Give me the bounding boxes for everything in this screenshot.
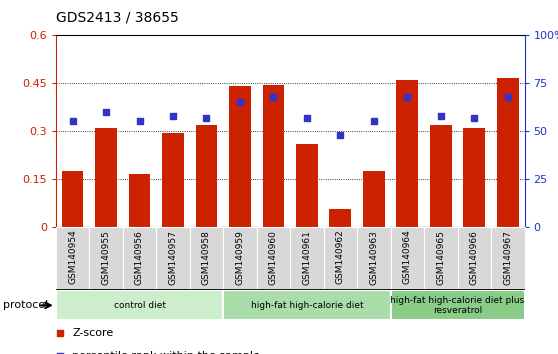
- Point: [68, 119, 77, 124]
- Text: GSM140955: GSM140955: [102, 230, 110, 285]
- Text: GDS2413 / 38655: GDS2413 / 38655: [56, 11, 179, 25]
- Bar: [56, 290, 223, 320]
- Bar: [229, 86, 251, 227]
- Point: [169, 113, 177, 119]
- Text: GSM140956: GSM140956: [135, 230, 144, 285]
- Bar: [329, 209, 352, 227]
- Point: [369, 119, 378, 124]
- Bar: [430, 125, 452, 227]
- Point: [269, 94, 278, 99]
- Point: [503, 94, 512, 99]
- Bar: [424, 227, 458, 290]
- Text: GSM140964: GSM140964: [403, 230, 412, 285]
- Text: GSM140962: GSM140962: [336, 230, 345, 285]
- Bar: [62, 171, 84, 227]
- Bar: [357, 227, 391, 290]
- Text: GSM140967: GSM140967: [503, 230, 512, 285]
- Text: protocol: protocol: [3, 300, 48, 310]
- Bar: [223, 227, 257, 290]
- Bar: [391, 290, 525, 320]
- Bar: [324, 227, 357, 290]
- Bar: [463, 128, 485, 227]
- Bar: [262, 85, 284, 227]
- Bar: [391, 227, 424, 290]
- Text: control diet: control diet: [113, 301, 166, 310]
- Bar: [56, 227, 89, 290]
- Point: [235, 99, 244, 105]
- Point: [102, 109, 110, 115]
- Bar: [257, 227, 290, 290]
- Point: [436, 113, 445, 119]
- Text: GSM140961: GSM140961: [302, 230, 311, 285]
- Text: GSM140963: GSM140963: [369, 230, 378, 285]
- Bar: [95, 128, 117, 227]
- Text: GSM140958: GSM140958: [202, 230, 211, 285]
- Text: GSM140966: GSM140966: [470, 230, 479, 285]
- Bar: [196, 125, 218, 227]
- Point: [135, 119, 144, 124]
- Text: GSM140959: GSM140959: [235, 230, 244, 285]
- Point: [470, 115, 479, 120]
- Bar: [363, 171, 385, 227]
- Point: [403, 94, 412, 99]
- Text: Z-score: Z-score: [72, 328, 113, 338]
- Bar: [296, 144, 318, 227]
- Bar: [497, 78, 519, 227]
- Bar: [162, 132, 184, 227]
- Bar: [396, 80, 418, 227]
- Bar: [123, 227, 156, 290]
- Bar: [458, 227, 491, 290]
- Text: GSM140957: GSM140957: [169, 230, 177, 285]
- Text: GSM140954: GSM140954: [68, 230, 77, 285]
- Bar: [89, 227, 123, 290]
- Bar: [223, 290, 391, 320]
- Point: [302, 115, 311, 120]
- Point: [202, 115, 211, 120]
- Text: high-fat high-calorie diet plus
resveratrol: high-fat high-calorie diet plus resverat…: [391, 296, 525, 315]
- Point: [336, 132, 345, 138]
- Text: GSM140965: GSM140965: [436, 230, 445, 285]
- Bar: [156, 227, 190, 290]
- Point: [56, 330, 65, 336]
- Point: [56, 353, 65, 354]
- Bar: [190, 227, 223, 290]
- Bar: [128, 174, 151, 227]
- Text: high-fat high-calorie diet: high-fat high-calorie diet: [251, 301, 363, 310]
- Text: percentile rank within the sample: percentile rank within the sample: [72, 351, 260, 354]
- Bar: [491, 227, 525, 290]
- Text: GSM140960: GSM140960: [269, 230, 278, 285]
- Bar: [290, 227, 324, 290]
